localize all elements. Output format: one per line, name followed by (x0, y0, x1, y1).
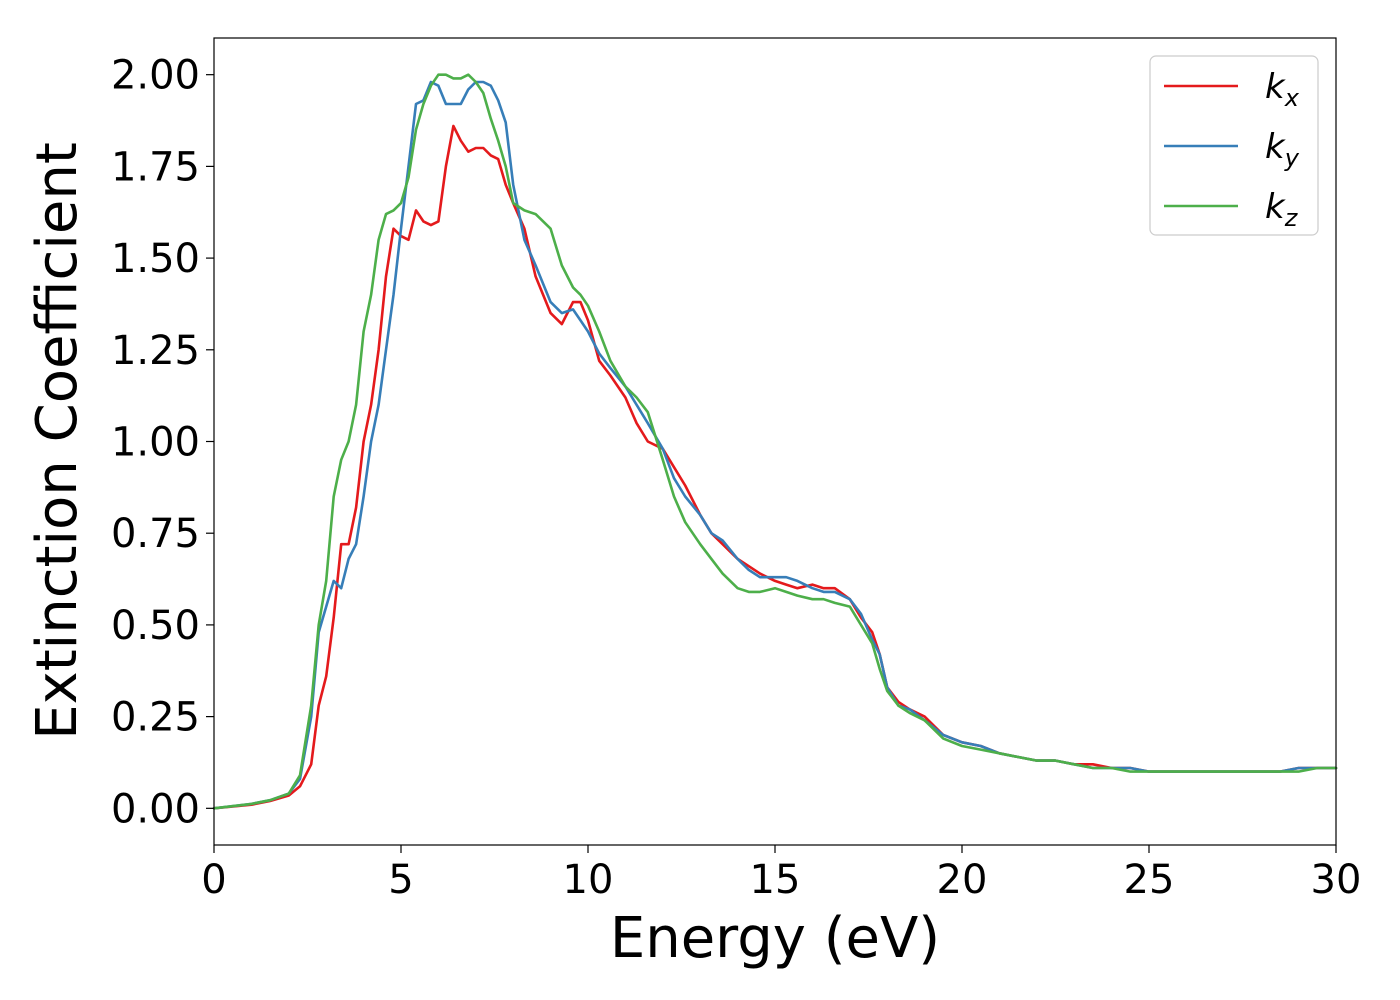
y-axis-label: Extinction Coefficient (25, 142, 90, 740)
legend-subscript: z (1284, 204, 1299, 232)
x-tick-label: 10 (563, 857, 614, 903)
y-tick-label: 0.75 (111, 511, 200, 557)
x-tick-label: 5 (388, 857, 413, 903)
y-tick-label: 1.75 (111, 144, 200, 190)
legend-subscript: x (1284, 84, 1300, 112)
x-tick-label: 25 (1124, 857, 1175, 903)
x-tick-label: 15 (750, 857, 801, 903)
legend-subscript: y (1284, 144, 1300, 172)
y-tick-label: 1.00 (111, 420, 200, 466)
y-tick-label: 0.50 (111, 603, 200, 649)
legend-label-kx: kx (1265, 67, 1300, 112)
series-layer (212, 73, 1338, 810)
x-tick-label: 20 (937, 857, 988, 903)
x-tick-label: 30 (1311, 857, 1362, 903)
x-axis-label: Energy (eV) (610, 906, 940, 971)
ticks-layer: 0 5 10 15 20 25 30 0.00 0.25 0.50 0.75 1.00 1.25 1.50… (111, 53, 1362, 903)
y-tick-label: 1.50 (111, 236, 200, 282)
series-line-kz (212, 73, 1338, 810)
y-tick-label: 1.25 (111, 328, 200, 374)
y-tick-label: 0.25 (111, 695, 200, 741)
y-tick-label: 0.00 (111, 786, 200, 832)
y-tick-label: 2.00 (111, 53, 200, 99)
x-tick-label: 0 (201, 857, 226, 903)
